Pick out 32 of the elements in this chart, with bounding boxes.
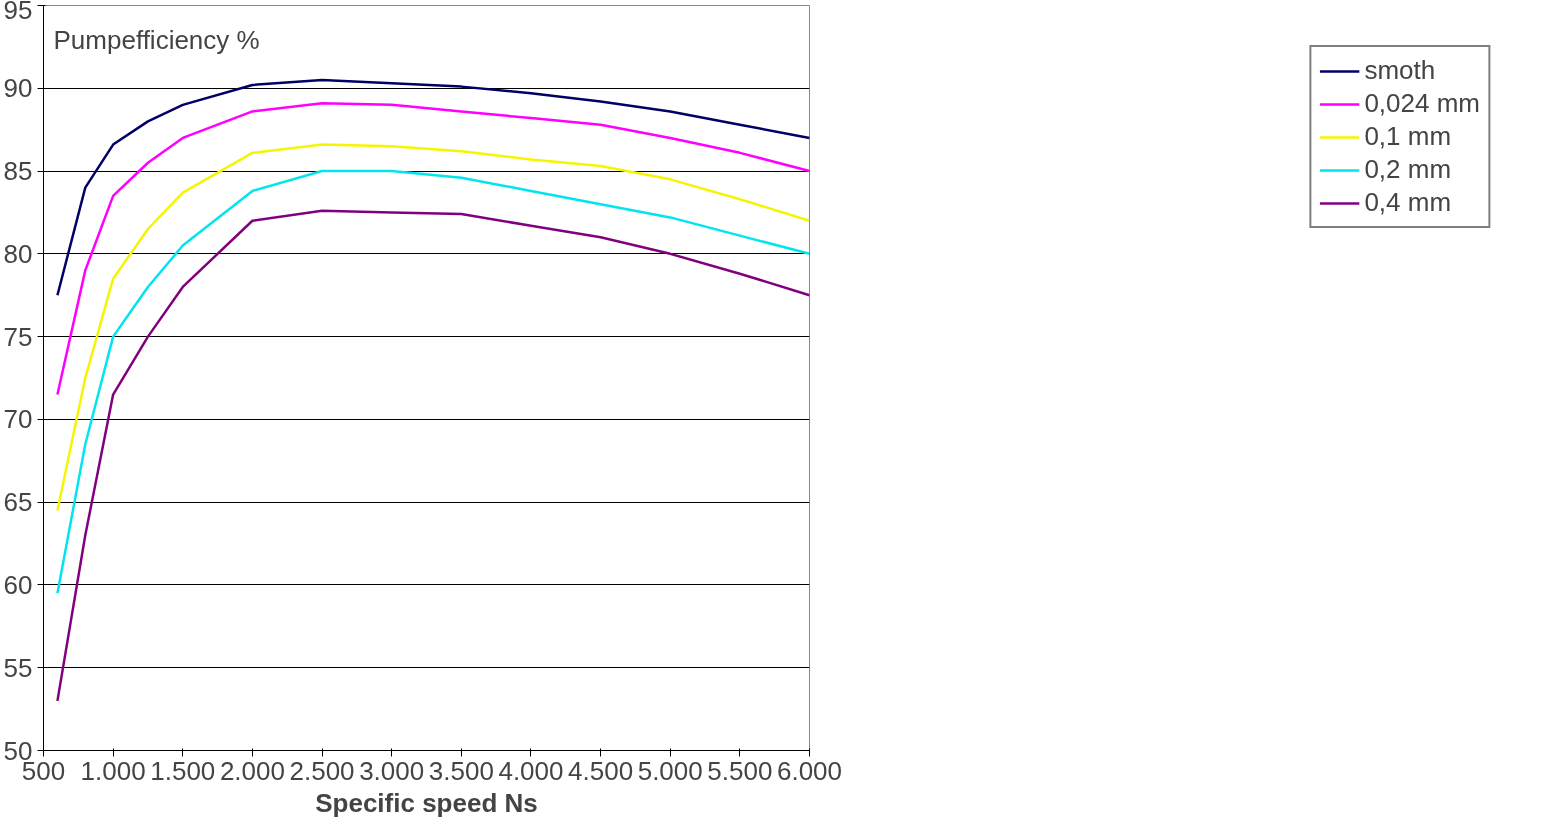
y-tick-label: 90 — [3, 73, 33, 104]
legend-label: 0,1 mm — [1364, 121, 1452, 152]
legend-label: 0,4 mm — [1364, 187, 1452, 218]
y-axis-title: Pumpefficiency % — [53, 25, 260, 56]
x-tick-label: 1.500 — [150, 755, 216, 786]
y-tick-label: 80 — [3, 238, 33, 269]
legend-label: 0,2 mm — [1364, 154, 1452, 185]
y-tick-label: 95 — [3, 0, 33, 25]
x-tick-label: 6.000 — [776, 755, 843, 786]
x-tick-label: 2.500 — [289, 755, 355, 786]
y-tick-label: 70 — [3, 404, 33, 435]
y-tick-label: 60 — [3, 569, 33, 600]
line-series — [56, 101, 810, 396]
line-series — [56, 143, 810, 512]
y-tick-label: 65 — [3, 487, 33, 518]
y-tick-label: 75 — [3, 321, 33, 352]
line-series — [56, 78, 810, 297]
line-series — [56, 209, 810, 703]
x-tick-label: 5.000 — [637, 755, 703, 786]
x-tick-label: 4.000 — [498, 755, 564, 786]
x-tick-label: 4.500 — [568, 755, 634, 786]
legend-label: smoth — [1364, 55, 1436, 86]
x-tick-label: 1.000 — [80, 755, 146, 786]
y-tick-label: 85 — [3, 156, 33, 187]
line-series — [56, 169, 810, 595]
x-axis-title: Specific speed Ns — [315, 787, 538, 818]
x-tick-label: 2.000 — [219, 755, 285, 786]
legend-label: 0,024 mm — [1364, 88, 1480, 119]
x-tick-label: 3.500 — [428, 755, 494, 786]
y-tick-label: 55 — [3, 652, 33, 683]
x-tick-label: 5.500 — [707, 755, 773, 786]
x-tick-label: 3.000 — [359, 755, 425, 786]
